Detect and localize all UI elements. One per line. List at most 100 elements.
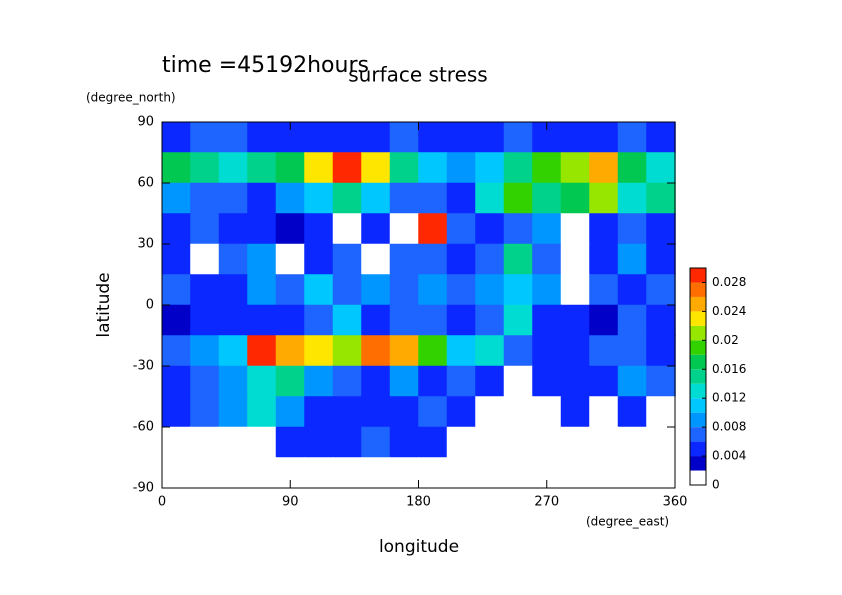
field-cell — [218, 426, 249, 459]
field-cell — [389, 426, 420, 459]
field-cell — [361, 213, 391, 245]
field-cell — [218, 335, 249, 367]
field-cell — [332, 243, 363, 276]
field-cell — [161, 304, 192, 337]
field-cell — [560, 426, 591, 459]
field-cell — [532, 243, 562, 276]
field-cell — [161, 335, 192, 367]
field-cell — [617, 182, 648, 215]
colorbar-band — [690, 268, 706, 283]
field-cell — [304, 335, 334, 367]
colorbar-band — [690, 282, 706, 297]
field-cell — [190, 365, 220, 398]
field-cell — [304, 426, 334, 459]
field-cell — [617, 121, 648, 154]
field-cell — [560, 152, 591, 184]
field-cell — [304, 274, 334, 306]
field-cell — [361, 365, 391, 398]
colorbar-tick-label: 0.016 — [712, 362, 746, 376]
colorbar-tick-label: 0.012 — [712, 391, 746, 405]
colorbar-band — [690, 398, 706, 413]
field-cell — [389, 457, 420, 489]
field-cell — [218, 243, 249, 276]
colorbar-band — [690, 354, 706, 370]
field-cell — [560, 274, 591, 306]
x-unit: (degree_east) — [586, 515, 669, 529]
field-cell — [646, 213, 676, 245]
y-tick-label: 30 — [137, 237, 154, 252]
field-cell — [389, 152, 420, 184]
field-cell — [646, 335, 676, 367]
y-tick-label: -30 — [133, 359, 154, 374]
field-cell — [218, 213, 249, 245]
field-cell — [418, 426, 448, 459]
field-cell — [617, 426, 648, 459]
field-cell — [617, 396, 648, 428]
field-cell — [332, 396, 363, 428]
field-cell — [418, 335, 448, 367]
field-cell — [190, 457, 220, 489]
field-cell — [503, 304, 534, 337]
field-cell — [446, 426, 477, 459]
field-cell — [389, 213, 420, 245]
field-cell — [589, 152, 619, 184]
colorbar-tick-label: 0 — [712, 478, 720, 492]
field-cell — [332, 121, 363, 154]
field-cell — [332, 457, 363, 489]
field-cell — [503, 121, 534, 154]
field-cell — [332, 304, 363, 337]
field-cell — [218, 152, 249, 184]
field-cell — [646, 457, 676, 489]
field-cell — [446, 243, 477, 276]
field-cell — [446, 121, 477, 154]
x-tick-label: 270 — [534, 495, 559, 510]
field-cell — [532, 213, 562, 245]
field-cell — [218, 457, 249, 489]
field-cell — [560, 365, 591, 398]
field-cell — [361, 335, 391, 367]
colorbar-band — [690, 412, 706, 428]
field-cell — [446, 335, 477, 367]
chart-subtitle: surface stress — [348, 63, 487, 87]
y-axis-label: latitude — [94, 272, 114, 337]
field-cell — [275, 243, 306, 276]
field-cell — [560, 457, 591, 489]
field-cell — [475, 182, 505, 215]
field-cell — [418, 396, 448, 428]
field-cell — [218, 274, 249, 306]
field-cell — [560, 335, 591, 367]
field-cell — [218, 182, 249, 215]
contour-field — [161, 121, 676, 489]
field-cell — [589, 365, 619, 398]
field-cell — [503, 152, 534, 184]
field-cell — [560, 213, 591, 245]
field-cell — [275, 457, 306, 489]
y-unit: (degree_north) — [86, 91, 176, 105]
field-cell — [560, 396, 591, 428]
field-cell — [503, 213, 534, 245]
field-cell — [304, 243, 334, 276]
field-cell — [446, 457, 477, 489]
field-cell — [446, 152, 477, 184]
field-cell — [503, 274, 534, 306]
field-cell — [418, 274, 448, 306]
field-cell — [475, 213, 505, 245]
field-cell — [389, 365, 420, 398]
colorbar-tick-label: 0.004 — [712, 449, 746, 463]
colorbar-band — [690, 311, 706, 326]
field-cell — [161, 121, 192, 154]
field-cell — [304, 365, 334, 398]
field-cell — [646, 152, 676, 184]
field-cell — [589, 304, 619, 337]
field-cell — [361, 243, 391, 276]
field-cell — [332, 182, 363, 215]
field-cell — [190, 335, 220, 367]
field-cell — [161, 274, 192, 306]
x-tick-label: 360 — [663, 495, 688, 510]
field-cell — [446, 182, 477, 215]
field-cell — [532, 335, 562, 367]
colorbar-tick-label: 0.02 — [712, 333, 739, 347]
field-cell — [646, 182, 676, 215]
field-cell — [190, 182, 220, 215]
field-cell — [332, 365, 363, 398]
